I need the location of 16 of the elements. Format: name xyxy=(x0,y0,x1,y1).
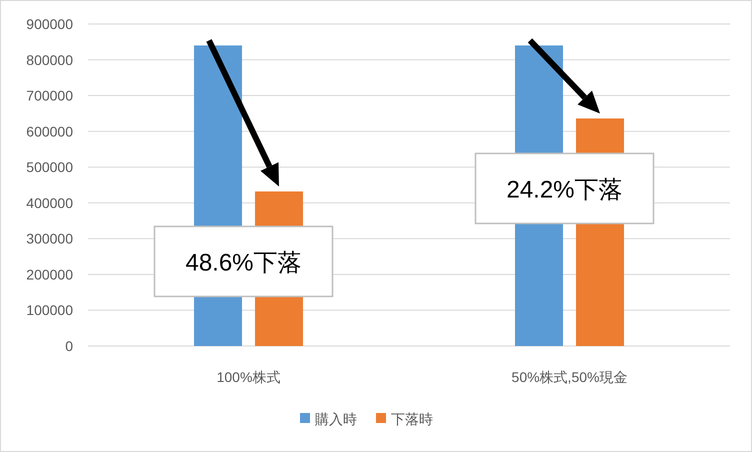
annotation: 48.6%下落 xyxy=(185,249,302,276)
y-tick-label: 600000 xyxy=(26,123,74,140)
y-tick-label: 900000 xyxy=(26,16,74,32)
y-tick-label: 500000 xyxy=(26,159,74,176)
y-tick-label: 0 xyxy=(65,338,74,354)
x-tick-label: 100%株式 xyxy=(216,369,280,385)
legend-label: 購入時 xyxy=(315,411,357,427)
legend-label: 下落時 xyxy=(391,411,433,427)
annotation: 24.2%下落 xyxy=(506,176,623,204)
y-tick-label: 200000 xyxy=(26,266,74,282)
x-tick-label: 50%株式,50%現金 xyxy=(512,369,628,385)
y-tick-label: 300000 xyxy=(26,230,74,247)
y-tick-label: 800000 xyxy=(26,52,74,68)
y-tick-label: 400000 xyxy=(26,194,74,211)
y-tick-label: 100000 xyxy=(26,302,74,318)
y-tick-label: 700000 xyxy=(26,88,74,104)
